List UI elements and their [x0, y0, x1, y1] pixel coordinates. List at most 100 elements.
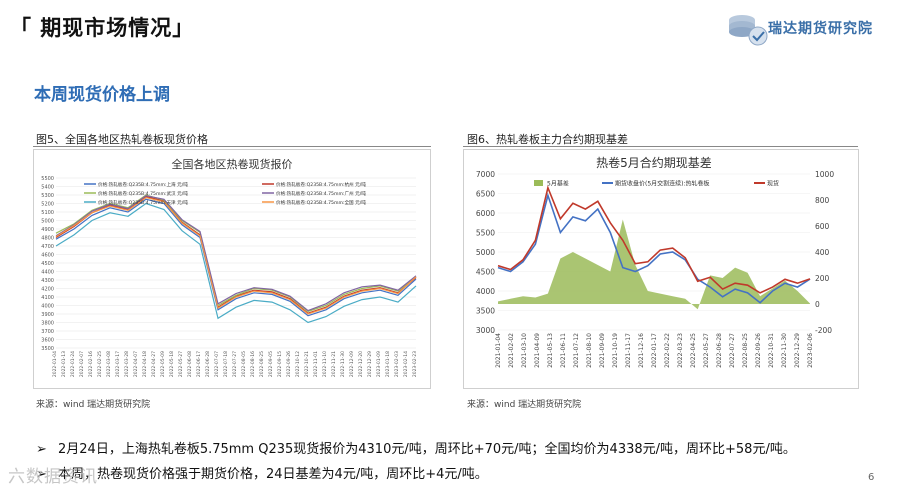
y-tick-label: 3800: [41, 321, 54, 327]
y-tick-label: 5500: [41, 176, 54, 182]
legend-label: 价格:热轧板卷:Q235B:4.75mm:天津 元/吨: [98, 199, 188, 206]
coin-stack-icon: [729, 15, 768, 46]
x-tick-label: 2023-01-09: [376, 351, 382, 377]
x-tick-label: 2022-11-30: [781, 333, 788, 368]
legend-label: 5月基差: [547, 180, 569, 188]
x-tick-label: 2022-06-28: [716, 333, 723, 368]
x-tick-label: 2022-10-31: [768, 333, 775, 368]
y-tick-label: 4900: [41, 227, 54, 233]
x-tick-label: 2022-08-25: [742, 333, 749, 368]
y-tick-label: 4000: [41, 304, 54, 310]
x-tick-label: 2022-02-07: [79, 351, 85, 377]
watermark: 六数据资讯: [8, 467, 98, 487]
y-tick-label: 4500: [476, 268, 495, 277]
y-tick-label: 4500: [41, 261, 54, 267]
x-tick-label: 2022-04-07: [133, 351, 139, 377]
y-tick-label: 3600: [41, 338, 54, 344]
y-tick-label: 5000: [476, 248, 495, 257]
x-tick-label: 2022-04-25: [690, 333, 697, 368]
figure6-caption: 图6、热轧卷板主力合约期现基差: [467, 133, 628, 146]
legend-label: 价格:热轧板卷:Q235B:4.75mm:杭州 元/吨: [276, 181, 366, 188]
x-tick-label: 2022-01-24: [70, 351, 76, 377]
x-tick-label: 2023-02-03: [394, 351, 400, 377]
x-tick-label: 2021-09-09: [599, 333, 606, 368]
series-line: [55, 198, 417, 317]
figure5-source: 来源：wind 瑞达期货研究院: [36, 400, 151, 410]
x-tick-label: 2022-07-27: [729, 333, 736, 368]
y2-tick-label: 200: [815, 274, 830, 283]
y-tick-label: 3700: [41, 329, 54, 335]
x-tick-label: 2022-02-16: [88, 351, 94, 377]
x-tick-label: 2022-06-28: [205, 351, 211, 377]
x-tick-label: 2022-11-10: [322, 351, 328, 377]
x-tick-label: 2021-03-10: [521, 333, 528, 368]
x-tick-label: 2022-07-07: [214, 351, 220, 377]
figure5-chart: 全国各地区热卷现货报价 5500 5400 5300 5200 5100 5000 4900 4…: [33, 149, 431, 389]
y2-tick-label: 600: [815, 222, 830, 231]
y-tick-label: 4100: [41, 295, 54, 301]
bullet-text: 本周，热卷现货价格强于期货价格，24日基差为4元/吨，周环比+4元/吨。: [58, 467, 488, 482]
y-tick-label: 4000: [476, 287, 495, 296]
series-line: [55, 195, 417, 312]
x-tick-label: 2022-12-29: [794, 333, 801, 368]
x-tick-label: 2022-04-18: [142, 351, 148, 377]
legend-label: 价格:热轧板卷:Q235B:4.75mm:武汉 元/吨: [98, 190, 188, 197]
x-tick-label: 2021-12-16: [638, 333, 645, 368]
x-tick-label: 2021-10-19: [612, 333, 619, 368]
y-tick-label: 4300: [41, 278, 54, 284]
x-tick-label: 2022-03-08: [106, 351, 112, 377]
y2-tick-label: 400: [815, 248, 830, 257]
x-tick-label: 2022-11-01: [313, 351, 319, 377]
y-tick-label: 3500: [476, 307, 495, 316]
legend-label: 期货收盘价(5月交割连续):热轧卷板: [615, 180, 710, 188]
x-tick-label: 2023-02-06: [807, 333, 814, 368]
series-line: [55, 194, 417, 313]
x-tick-label: 2022-10-12: [295, 351, 301, 377]
x-tick-label: 2023-01-18: [385, 351, 391, 377]
x-tick-label: 2022-05-18: [169, 351, 175, 377]
x-tick-label: 2022-08-16: [250, 351, 256, 377]
y-tick-label: 4400: [41, 270, 54, 276]
bullet-item: ➢ 本周，热卷现货价格强于期货价格，24日基差为4元/吨，周环比+4元/吨。: [36, 463, 488, 482]
page-title: 「 期现市场情况」: [10, 16, 195, 40]
legend-swatch: [534, 180, 543, 186]
x-tick-label: 2022-12-20: [358, 351, 364, 377]
x-tick-label: 2022-09-26: [755, 333, 762, 368]
y2-tick-label: 0: [815, 300, 820, 309]
x-tick-label: 2022-01-13: [61, 351, 67, 377]
bullet-arrow-icon: ➢: [36, 442, 47, 457]
bullet-text: 2月24日，上海热轧卷板5.75mm Q235现货报价为4310元/吨，周环比+…: [58, 442, 796, 457]
y-tick-label: 6000: [476, 209, 495, 218]
basis-area: [498, 219, 810, 310]
x-tick-label: 2022-12-09: [349, 351, 355, 377]
y-tick-label: 5300: [41, 193, 54, 199]
y-tick-label: 5400: [41, 185, 54, 191]
x-tick-label: 2022-01-17: [651, 333, 658, 368]
x-tick-label: 2022-04-27: [151, 351, 157, 377]
y-tick-label: 3900: [41, 312, 54, 318]
x-tick-label: 2022-08-25: [259, 351, 265, 377]
y-tick-label: 4800: [41, 236, 54, 242]
legend-label: 价格:热轧板卷:Q235B:4.75mm:上海 元/吨: [98, 181, 188, 188]
x-tick-label: 2022-02-25: [97, 351, 103, 377]
x-tick-label: 2022-05-27: [178, 351, 184, 377]
x-tick-label: 2022-09-26: [286, 351, 292, 377]
chart-title: 热卷5月合约期现基差: [596, 155, 712, 170]
x-tick-label: 2022-07-18: [223, 351, 229, 377]
bullet-arrow-icon: ➢: [36, 467, 47, 482]
section-subtitle: 本周现货价格上调: [34, 85, 170, 105]
x-tick-label: 2022-07-27: [232, 351, 238, 377]
x-tick-label: 2022-02-22: [664, 333, 671, 368]
x-tick-label: 2021-02-02: [508, 333, 515, 368]
y-tick-label: 6500: [476, 190, 495, 199]
figure5-caption: 图5、全国各地区热轧卷板现货价格: [36, 133, 208, 146]
x-tick-label: 2021-05-13: [547, 333, 554, 368]
x-tick-label: 2022-05-27: [703, 333, 710, 368]
y-tick-label: 4200: [41, 287, 54, 293]
figure6-chart-svg: 热卷5月合约期现基差700065006000550050004500400035…: [476, 155, 834, 368]
bullet-item: ➢ 2月24日，上海热轧卷板5.75mm Q235现货报价为4310元/吨，周环比…: [36, 438, 796, 457]
legend-label: 价格:热轧板卷:Q235B:4.75mm:广州 元/吨: [276, 190, 366, 197]
series-line: [55, 202, 417, 324]
page-number: 6: [868, 472, 875, 483]
series-line: [55, 196, 417, 315]
